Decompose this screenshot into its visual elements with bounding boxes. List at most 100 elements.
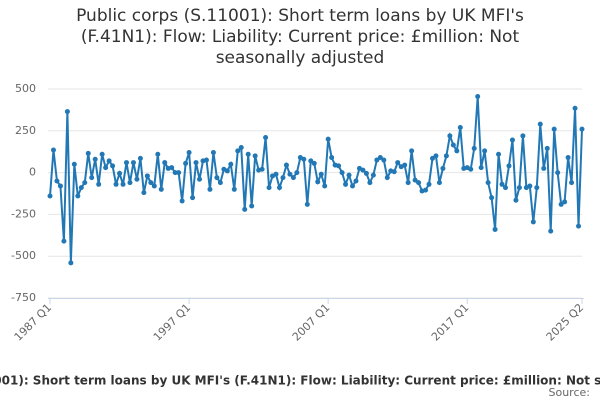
x-tick-label: 1987 Q1 xyxy=(12,301,55,344)
data-point xyxy=(263,134,269,140)
data-point xyxy=(391,169,397,175)
data-point xyxy=(162,160,168,166)
data-point xyxy=(228,161,234,167)
data-point xyxy=(151,183,157,189)
data-point xyxy=(127,180,133,186)
data-point xyxy=(374,157,380,163)
data-point xyxy=(409,148,415,154)
data-point xyxy=(231,186,237,192)
data-point xyxy=(530,219,536,225)
data-point xyxy=(224,168,230,174)
data-point xyxy=(266,185,272,191)
data-point xyxy=(412,177,418,183)
data-point xyxy=(329,155,335,161)
data-point xyxy=(384,175,390,181)
data-point xyxy=(235,148,241,154)
data-point xyxy=(92,156,98,162)
data-point xyxy=(513,197,519,203)
data-point xyxy=(308,158,314,164)
data-point xyxy=(353,178,359,184)
data-point xyxy=(541,165,547,171)
data-point xyxy=(440,165,446,171)
data-point xyxy=(71,161,77,167)
data-point xyxy=(259,166,265,172)
data-point xyxy=(509,137,515,143)
data-point xyxy=(68,260,74,266)
data-point xyxy=(325,136,331,142)
data-point xyxy=(429,155,435,161)
data-point xyxy=(381,157,387,163)
data-point xyxy=(311,160,317,166)
data-point xyxy=(558,201,564,207)
data-point xyxy=(350,183,356,189)
data-point xyxy=(527,183,533,189)
data-point xyxy=(106,158,112,164)
data-point xyxy=(176,170,182,176)
data-point xyxy=(276,185,282,191)
data-point xyxy=(238,145,244,151)
data-point xyxy=(158,186,164,192)
data-point xyxy=(134,176,140,182)
x-tick-label: 2025 Q2 xyxy=(544,301,587,344)
data-point xyxy=(99,151,105,157)
data-point xyxy=(322,183,328,189)
data-point xyxy=(377,155,383,161)
data-point xyxy=(468,166,474,172)
data-point xyxy=(273,171,279,177)
data-point xyxy=(416,180,422,186)
data-point xyxy=(280,175,286,181)
x-tick-label: 1997 Q1 xyxy=(151,301,194,344)
data-point xyxy=(436,180,442,186)
data-point xyxy=(75,193,81,199)
data-point xyxy=(426,181,432,187)
data-point xyxy=(287,171,293,177)
data-point xyxy=(304,201,310,207)
data-point xyxy=(249,203,255,209)
data-point xyxy=(183,160,189,166)
y-tick-label: -750 xyxy=(11,291,36,304)
series-line xyxy=(49,96,583,263)
data-point xyxy=(544,145,550,151)
data-point xyxy=(210,150,216,156)
data-point xyxy=(301,156,307,162)
data-point xyxy=(179,198,185,204)
data-point xyxy=(433,153,439,159)
data-point xyxy=(537,121,543,127)
data-point xyxy=(82,180,88,186)
data-point xyxy=(64,109,70,115)
data-point xyxy=(551,126,557,132)
data-point xyxy=(294,170,300,176)
data-point xyxy=(496,151,502,157)
data-point xyxy=(57,183,63,189)
y-tick-label: 0 xyxy=(29,166,36,179)
x-tick-label: 2007 Q1 xyxy=(290,301,333,344)
data-point xyxy=(50,147,56,153)
data-point xyxy=(363,170,369,176)
source: Source: xyxy=(549,386,591,399)
data-point xyxy=(405,180,411,186)
data-point xyxy=(318,171,324,177)
legend-label: Public corps (S.11001): Short term loans… xyxy=(0,374,600,388)
data-point xyxy=(492,226,498,232)
data-point xyxy=(217,180,223,186)
data-point xyxy=(110,163,116,169)
y-tick-label: 500 xyxy=(15,82,36,95)
data-point xyxy=(370,172,376,178)
data-point xyxy=(85,150,91,156)
data-point xyxy=(113,181,119,187)
data-point xyxy=(506,163,512,169)
data-point xyxy=(454,148,460,154)
data-point xyxy=(290,175,296,181)
data-point xyxy=(516,185,522,191)
data-point xyxy=(475,94,481,100)
y-tick-label: 250 xyxy=(15,124,36,137)
data-point xyxy=(283,162,289,168)
data-point xyxy=(450,142,456,148)
data-point xyxy=(193,160,199,166)
data-point xyxy=(103,165,109,171)
data-point xyxy=(457,124,463,130)
data-point xyxy=(489,195,495,201)
data-point xyxy=(137,155,143,161)
